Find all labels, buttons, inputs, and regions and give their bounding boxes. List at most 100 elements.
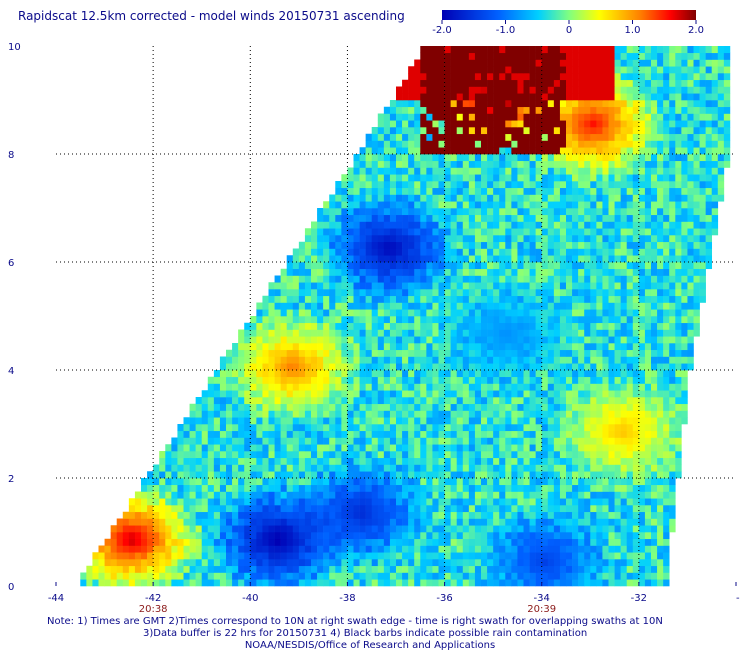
heatmap-cell [268,289,275,297]
heatmap-cell [244,424,251,432]
heatmap-cell [298,457,306,465]
heatmap-cell [535,437,543,445]
heatmap-cell [584,309,591,317]
heatmap-cell [438,491,445,499]
heatmap-cell [578,187,585,195]
heatmap-cell [614,565,621,573]
heatmap-cell [535,370,543,378]
heatmap-cell [292,282,300,290]
heatmap-cell [681,187,688,195]
heatmap-cell [632,221,640,229]
heatmap-cell [644,417,652,425]
heatmap-cell [317,329,324,337]
heatmap-cell [535,228,543,236]
heatmap-cell [207,532,215,540]
heatmap-cell [675,235,682,243]
heatmap-cell [450,565,458,573]
heatmap-cell [219,424,227,432]
heatmap-cell [353,579,360,587]
heatmap-cell [280,349,288,357]
heatmap-cell [98,565,105,573]
heatmap-cell [110,532,118,540]
heatmap-cell [547,451,555,459]
heatmap-cell [699,187,706,195]
heatmap-cell [268,532,275,540]
heatmap-cell [213,498,221,506]
heatmap-cell [383,451,391,459]
heatmap-cell [590,417,597,425]
heatmap-cell [226,471,233,479]
heatmap-cell [359,363,366,371]
heatmap-cell [408,275,415,283]
heatmap-cell [365,410,373,418]
heatmap-cell [566,471,573,479]
heatmap-cell [474,356,482,364]
heatmap-cell [669,403,676,411]
heatmap-cell [432,181,439,189]
heatmap-cell [444,518,451,526]
heatmap-cell [335,214,342,222]
heatmap-cell [183,559,190,567]
heatmap-cell [559,478,567,486]
heatmap-cell [450,302,458,310]
heatmap-cell [644,167,652,175]
heatmap-cell [408,316,415,324]
heatmap-cell [699,255,706,263]
heatmap-cell [329,471,336,479]
heatmap-cell [432,154,439,162]
heatmap-cell [232,565,239,573]
heatmap-cell [353,410,360,418]
heatmap-cell [402,322,409,330]
heatmap-cell [693,201,700,209]
heatmap-cell [347,174,354,182]
heatmap-cell [481,316,488,324]
heatmap-cell [644,221,652,229]
heatmap-cell [596,538,603,546]
heatmap-cell [226,525,233,533]
heatmap-cell [553,559,561,567]
heatmap-cell [651,444,658,452]
heatmap-cell [614,559,621,567]
heatmap-cell [559,464,567,472]
heatmap-cell [553,437,561,445]
heatmap-cell [141,545,148,553]
heatmap-cell [626,289,634,297]
heatmap-cell [426,525,433,533]
heatmap-cell [219,397,227,405]
heatmap-cell [462,262,470,270]
heatmap-cell [116,545,124,553]
heatmap-cell [559,437,567,445]
heatmap-cell [644,532,652,540]
heatmap-cell [317,262,324,270]
heatmap-cell [474,154,482,162]
heatmap-cell [450,194,458,202]
heatmap-cell [116,559,124,567]
heatmap-cell [523,208,530,216]
heatmap-cell [681,316,688,324]
heatmap-cell [159,471,166,479]
heatmap-cell [523,187,530,195]
heatmap-cell [456,505,464,513]
heatmap-cell [250,322,257,330]
heatmap-cell [474,397,482,405]
heatmap-cell [693,316,700,324]
heatmap-cell [323,525,330,533]
heatmap-cell [535,478,543,486]
heatmap-cell [644,322,652,330]
heatmap-cell [493,181,500,189]
heatmap-cell [165,511,172,519]
heatmap-cell [481,329,488,337]
heatmap-cell [681,262,688,270]
heatmap-cell [669,417,676,425]
heatmap-cell [626,228,634,236]
heatmap-cell [323,248,330,256]
heatmap-cell [590,248,597,256]
heatmap-cell [541,194,549,202]
heatmap-cell [499,309,506,317]
heatmap-cell [626,532,634,540]
heatmap-cell [578,518,585,526]
heatmap-cell [165,538,172,546]
heatmap-cell [438,505,445,513]
heatmap-cell [286,498,294,506]
heatmap-cell [517,275,524,283]
